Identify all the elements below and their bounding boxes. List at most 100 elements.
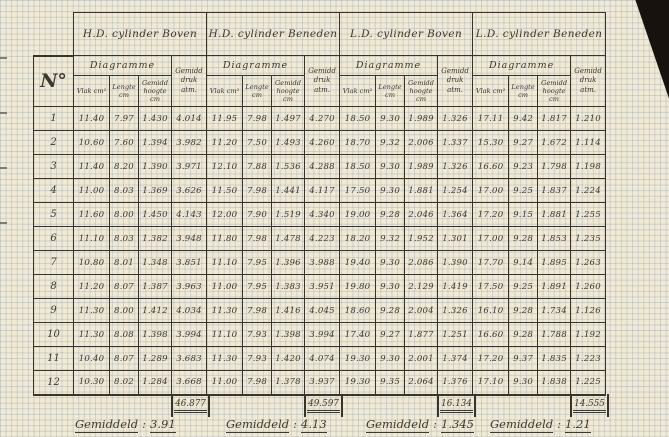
data-cell: 17.00 xyxy=(472,226,510,251)
data-cell: 1.225 xyxy=(570,370,607,396)
group-title-hd-boven: H.D. cylinder Boven xyxy=(72,12,208,56)
data-cell: 3.994 xyxy=(170,322,208,347)
data-cell: 1.235 xyxy=(570,226,607,251)
data-cell: 8.03 xyxy=(109,178,139,203)
data-cell: 1.441 xyxy=(271,178,306,203)
blank-corner-cell xyxy=(33,12,74,57)
table-row: 3 11.40 8.20 1.390 3.971 12.10 7.88 1.536 4.288 1… xyxy=(33,154,607,179)
data-cell: 1.394 xyxy=(138,130,172,155)
data-cell: 17.00 xyxy=(472,178,510,203)
data-cell: 2.006 xyxy=(404,130,439,155)
average-colon: : xyxy=(142,417,147,431)
data-cell: 3.982 xyxy=(170,130,208,155)
data-cell: 1.837 xyxy=(537,178,572,203)
row-number: 9 xyxy=(33,298,74,323)
column-header-vlak: Vlak cm² xyxy=(472,75,510,107)
data-cell: 1.390 xyxy=(437,250,474,275)
data-cell: 18.70 xyxy=(339,130,377,155)
column-total-value: 16.134 xyxy=(440,399,473,413)
data-cell: 11.00 xyxy=(73,178,110,203)
data-cell: 3.994 xyxy=(304,322,341,347)
data-cell: 7.88 xyxy=(242,154,273,179)
data-cell: 1.376 xyxy=(437,370,474,396)
column-header-vlak: Vlak cm² xyxy=(73,75,110,107)
data-cell: 1.326 xyxy=(437,298,474,323)
average-annotation: Gemiddeld:4.13 xyxy=(226,417,327,433)
data-cell: 11.40 xyxy=(73,154,110,179)
data-cell: 7.95 xyxy=(242,274,273,299)
data-cell: 17.10 xyxy=(472,370,510,396)
average-label: Gemiddeld xyxy=(366,417,430,433)
data-cell: 2.004 xyxy=(404,298,439,323)
data-cell: 11.50 xyxy=(206,178,244,203)
data-cell: 1.223 xyxy=(570,346,607,371)
row-number: 2 xyxy=(33,130,74,155)
column-header-hoogte: Gemidd hoogte cm xyxy=(537,75,572,107)
data-cell: 1.326 xyxy=(437,154,474,179)
data-cell: 9.28 xyxy=(508,322,539,347)
data-cell: 4.045 xyxy=(304,298,341,323)
data-cell: 7.97 xyxy=(109,106,139,131)
data-cell: 4.034 xyxy=(170,298,208,323)
data-cell: 11.30 xyxy=(206,298,244,323)
column-header-diagramme: Diagramme xyxy=(206,55,306,76)
column-header-lengte: Lengte cm xyxy=(109,75,139,107)
data-cell: 17.20 xyxy=(472,346,510,371)
data-cell: 9.30 xyxy=(375,154,406,179)
data-cell: 1.838 xyxy=(537,370,572,396)
data-cell: 1.378 xyxy=(271,370,306,396)
average-value: 4.13 xyxy=(301,417,327,433)
data-cell: 1.891 xyxy=(537,274,572,299)
data-cell: 1.374 xyxy=(437,346,474,371)
data-cell: 7.98 xyxy=(242,298,273,323)
data-cell: 9.42 xyxy=(508,106,539,131)
table-row: 4 11.00 8.03 1.369 3.626 11.50 7.98 1.441 4.117 1… xyxy=(33,178,607,203)
measurement-table: H.D. cylinder Boven H.D. cylinder Benede… xyxy=(33,12,607,396)
data-cell: 9.28 xyxy=(375,202,406,227)
data-cell: 18.50 xyxy=(339,154,377,179)
data-cell: 1.383 xyxy=(271,274,306,299)
data-cell: 4.270 xyxy=(304,106,341,131)
data-cell: 1.126 xyxy=(570,298,607,323)
subheader-row-measures: Vlak cm² Lengte cm Gemidd hoogte cm Vlak… xyxy=(34,75,606,107)
data-cell: 7.98 xyxy=(242,370,273,396)
data-cell: 7.50 xyxy=(242,130,273,155)
data-cell: 9.30 xyxy=(375,250,406,275)
data-cell: 8.07 xyxy=(109,274,139,299)
group-title-ld-beneden: L.D. cylinder Beneden xyxy=(472,12,607,56)
data-cell: 9.30 xyxy=(375,106,406,131)
data-cell: 9.30 xyxy=(375,178,406,203)
data-cell: 1.877 xyxy=(404,322,439,347)
data-cell: 1.895 xyxy=(537,250,572,275)
data-cell: 17.40 xyxy=(339,322,377,347)
average-value: 1.345 xyxy=(441,417,474,433)
average-label: Gemiddeld xyxy=(75,417,139,433)
data-cell: 9.28 xyxy=(508,298,539,323)
table-row: 6 11.10 8.03 1.382 3.948 11.80 7.98 1.478 4.223 1… xyxy=(33,226,607,251)
data-cell: 2.086 xyxy=(404,250,439,275)
data-cell: 12.00 xyxy=(206,202,244,227)
data-cell: 4.288 xyxy=(304,154,341,179)
data-cell: 11.20 xyxy=(73,274,110,299)
column-total-value: 14.555 xyxy=(573,399,606,413)
row-number: 4 xyxy=(33,178,74,203)
data-cell: 1.192 xyxy=(570,322,607,347)
average-label: Gemiddeld xyxy=(490,417,554,433)
data-cell: 10.60 xyxy=(73,130,110,155)
data-cell: 2.129 xyxy=(404,274,439,299)
average-value: 1.21 xyxy=(565,417,591,433)
table-row: 11 10.40 8.07 1.289 3.683 11.30 7.93 1.420 4.074… xyxy=(33,346,607,371)
data-cell: 1.382 xyxy=(138,226,172,251)
row-number: 7 xyxy=(33,250,74,275)
column-header-hoogte: Gemidd hoogte cm xyxy=(404,75,439,107)
data-cell: 19.40 xyxy=(339,250,377,275)
data-cell: 9.23 xyxy=(508,154,539,179)
column-header-druk: Gemidd druk atm. xyxy=(437,55,474,107)
data-cell: 1.396 xyxy=(271,250,306,275)
data-cell: 9.28 xyxy=(508,226,539,251)
data-cell: 1.420 xyxy=(271,346,306,371)
column-header-diagramme: Diagramme xyxy=(339,55,439,76)
table-row: 2 10.60 7.60 1.394 3.982 11.20 7.50 1.493 4.260 1… xyxy=(33,130,607,155)
column-header-druk: Gemidd druk atm. xyxy=(570,55,607,107)
data-cell: 9.30 xyxy=(508,370,539,396)
